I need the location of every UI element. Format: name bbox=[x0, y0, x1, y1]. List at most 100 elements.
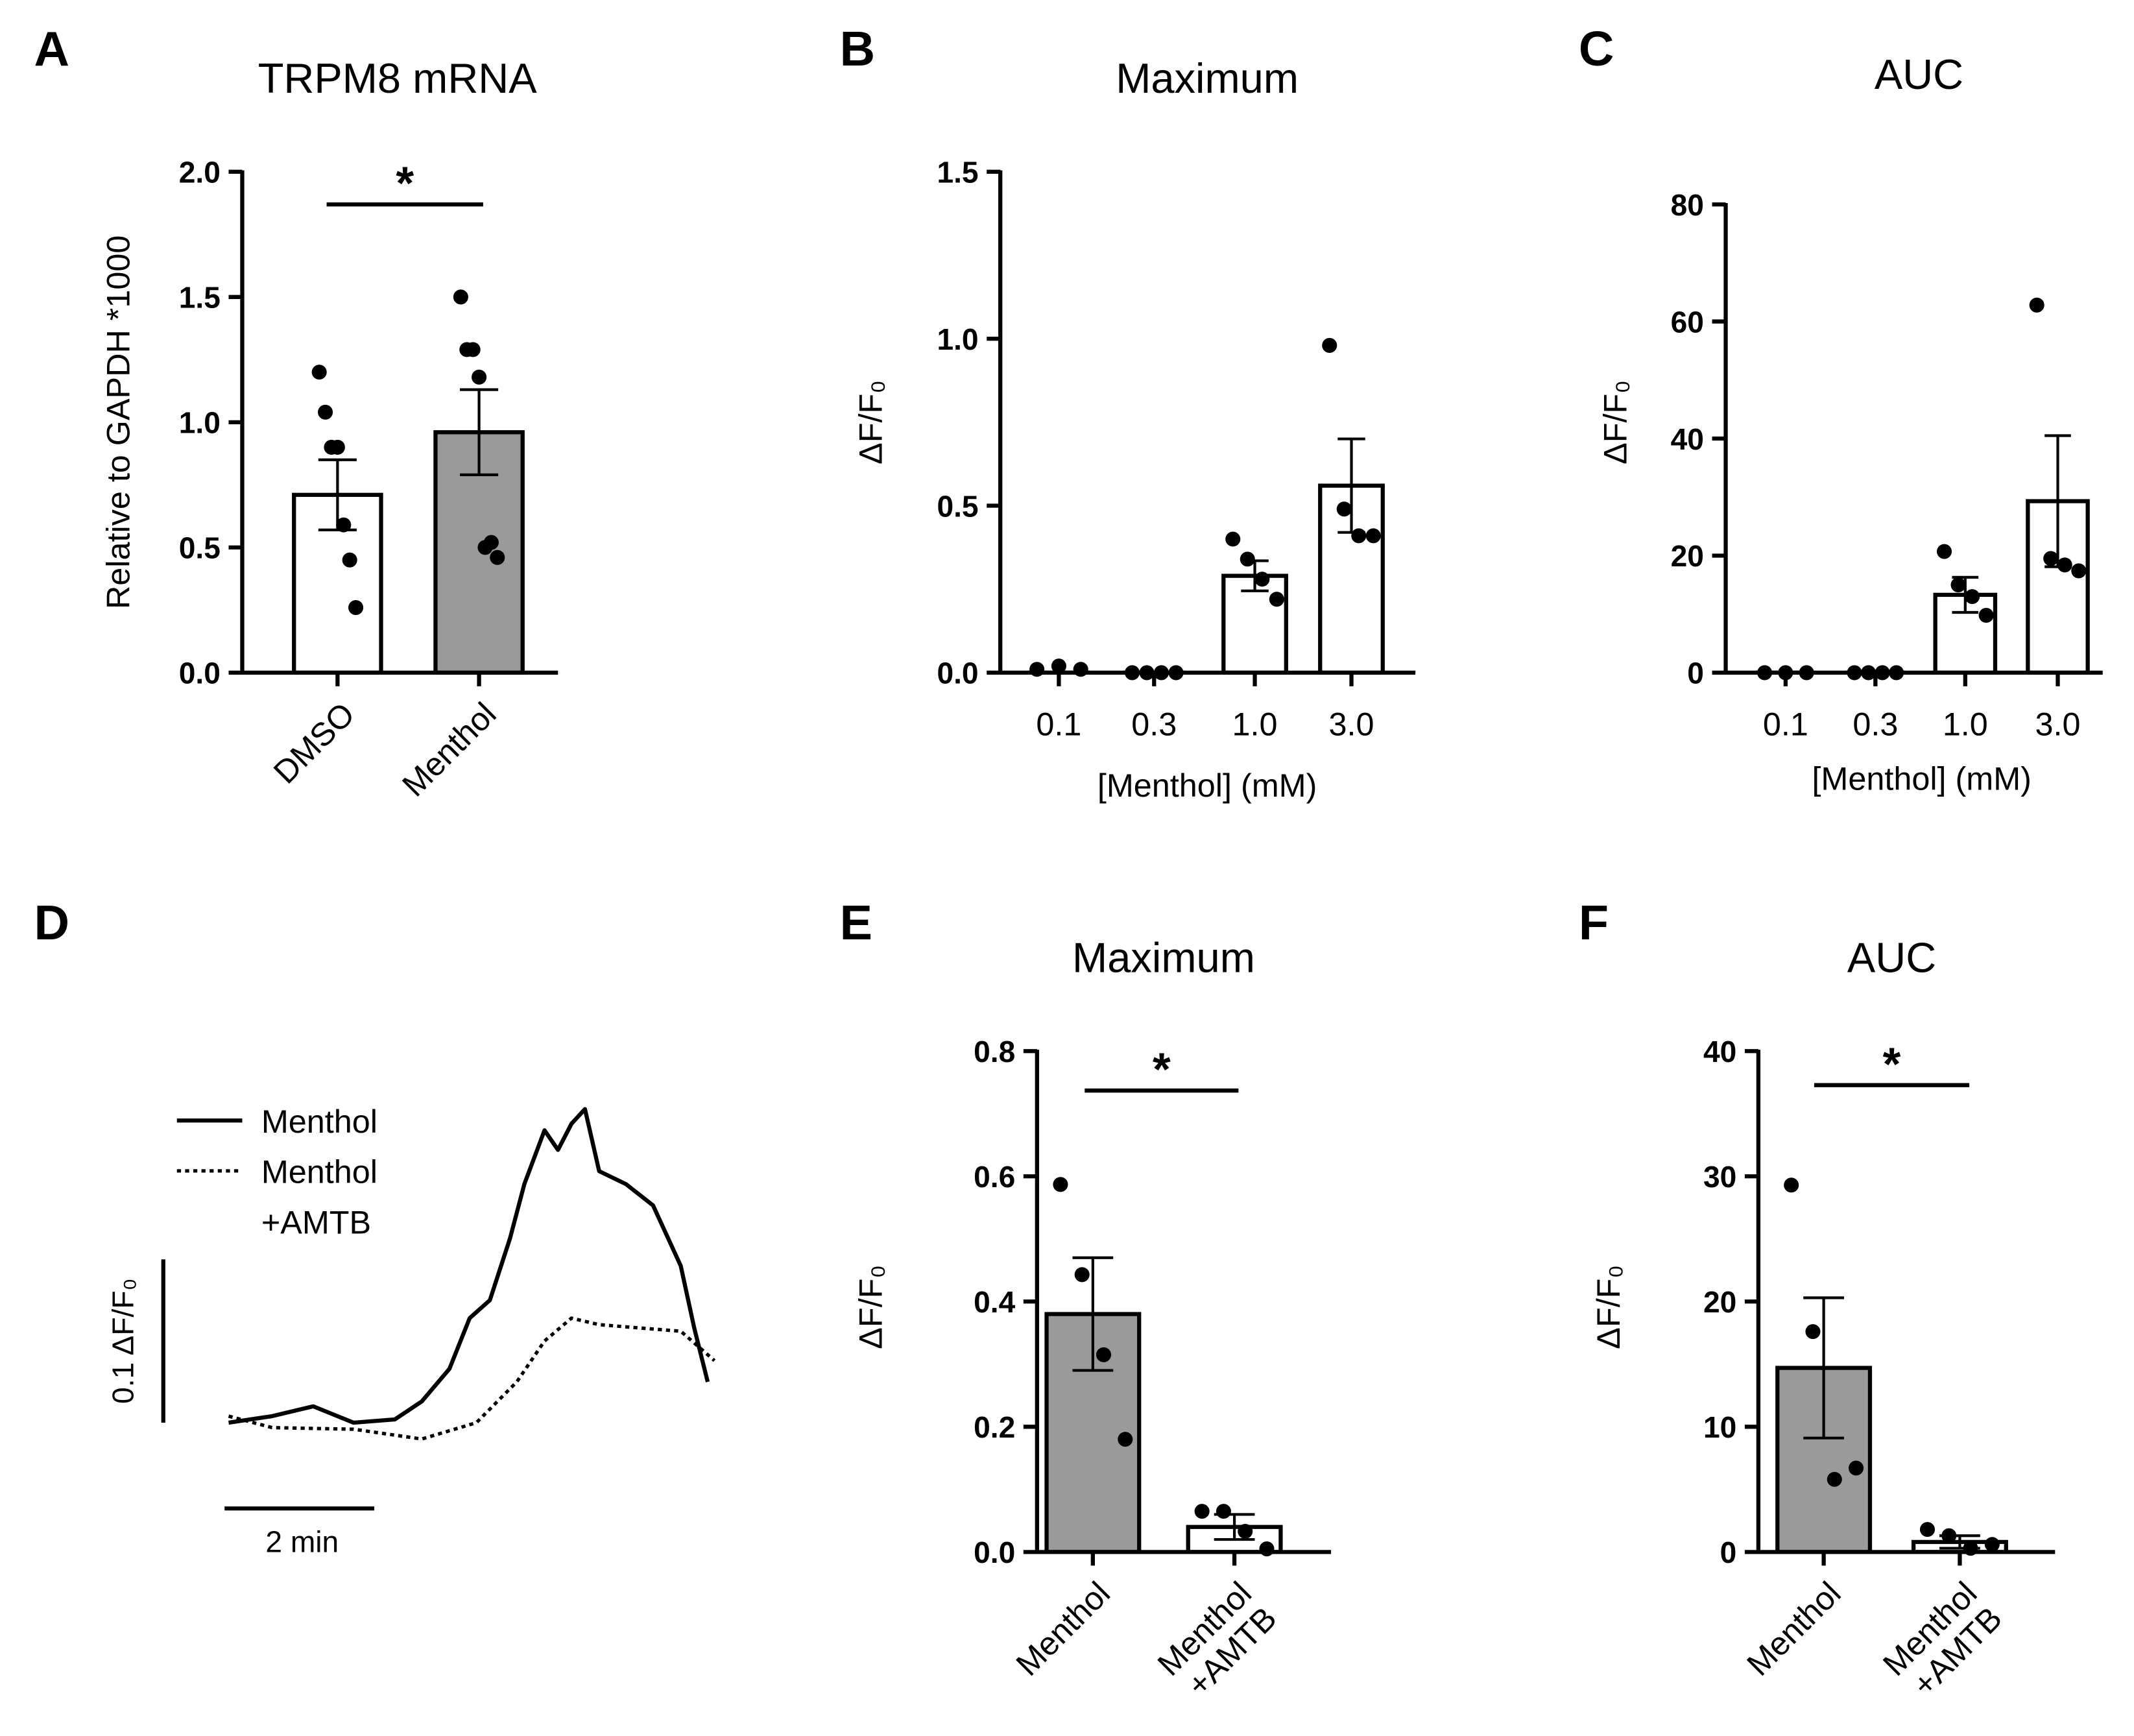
panel-title: TRPM8 mRNA bbox=[258, 54, 538, 102]
y-tick-label: 0.5 bbox=[937, 489, 978, 523]
data-point bbox=[1805, 1324, 1821, 1340]
y-tick-label: 80 bbox=[1671, 188, 1704, 222]
data-point bbox=[1238, 1523, 1253, 1539]
y-tick-label: 0.8 bbox=[974, 1035, 1015, 1068]
y-axis-label: ΔF/F₀ bbox=[852, 1265, 889, 1349]
x-tick-label: Menthol bbox=[1009, 1574, 1117, 1683]
data-point bbox=[1936, 544, 1952, 559]
y-tick-label: 20 bbox=[1671, 539, 1704, 573]
legend-label: +AMTB bbox=[261, 1203, 371, 1240]
y-tick-label: 1.5 bbox=[937, 156, 978, 189]
data-point bbox=[490, 549, 505, 565]
data-point bbox=[1827, 1471, 1842, 1487]
data-point bbox=[1984, 1537, 2000, 1552]
panel-title: Maximum bbox=[1116, 54, 1299, 102]
data-point bbox=[1322, 337, 1337, 353]
y-tick-label: 30 bbox=[1703, 1160, 1736, 1194]
data-point bbox=[1269, 592, 1284, 607]
y-axis-label: ΔF/F₀ bbox=[1590, 1265, 1627, 1349]
y-tick-label: 0 bbox=[1687, 657, 1704, 690]
panel-title: AUC bbox=[1847, 934, 1936, 982]
data-point bbox=[465, 342, 481, 357]
panel-letter: E bbox=[840, 896, 872, 950]
y-tick-label: 10 bbox=[1703, 1410, 1736, 1444]
data-point bbox=[1336, 501, 1352, 517]
x-tick-label: Menthol bbox=[1740, 1574, 1848, 1683]
trace bbox=[228, 1316, 716, 1441]
scale-bar-x-label: 2 min bbox=[265, 1525, 339, 1558]
y-tick-label: 2.0 bbox=[179, 156, 221, 189]
data-point bbox=[348, 599, 364, 616]
y-tick-label: 1.5 bbox=[179, 281, 221, 315]
x-axis-label: [Menthol] (mM) bbox=[1097, 767, 1317, 804]
panel-letter: C bbox=[1579, 22, 1614, 77]
y-tick-label: 60 bbox=[1671, 305, 1704, 339]
data-point bbox=[1254, 572, 1270, 587]
y-axis-label: ΔF/F₀ bbox=[852, 380, 889, 464]
data-point bbox=[311, 365, 327, 380]
panel-letter: B bbox=[840, 22, 876, 77]
data-point bbox=[1365, 528, 1381, 544]
x-tick-label: DMSO bbox=[266, 695, 361, 791]
data-point bbox=[2043, 551, 2059, 566]
x-axis-label: [Menthol] (mM) bbox=[1812, 760, 2031, 797]
data-point bbox=[1784, 1177, 1799, 1193]
significance-mark: * bbox=[1883, 1038, 1901, 1090]
data-point bbox=[1351, 528, 1367, 544]
x-tick-label: 0.3 bbox=[1852, 705, 1898, 742]
trace bbox=[228, 1107, 710, 1425]
x-tick-label: 3.0 bbox=[2035, 705, 2081, 742]
data-point bbox=[453, 289, 468, 305]
data-point bbox=[330, 439, 345, 455]
data-point bbox=[472, 369, 487, 385]
x-tick-label: 0.3 bbox=[1131, 705, 1177, 742]
panel-letter: A bbox=[34, 22, 69, 77]
data-point bbox=[318, 404, 333, 420]
x-tick-label: 3.0 bbox=[1329, 705, 1374, 742]
data-point bbox=[1240, 551, 1255, 567]
x-tick-label: 0.1 bbox=[1036, 705, 1081, 742]
data-point bbox=[342, 552, 357, 568]
data-point bbox=[1225, 531, 1241, 547]
data-point bbox=[483, 535, 499, 550]
y-tick-label: 0.0 bbox=[179, 657, 221, 690]
y-axis-label: Relative to GAPDH *1000 bbox=[99, 235, 136, 609]
y-tick-label: 0 bbox=[1720, 1536, 1737, 1569]
y-tick-label: 20 bbox=[1703, 1285, 1736, 1319]
data-point bbox=[1978, 607, 1994, 623]
y-tick-label: 0.4 bbox=[974, 1285, 1015, 1319]
data-point bbox=[2071, 563, 2087, 579]
y-tick-label: 1.0 bbox=[937, 322, 978, 356]
x-tick-label: 1.0 bbox=[1232, 705, 1278, 742]
y-tick-label: 1.0 bbox=[179, 406, 221, 440]
y-tick-label: 0.6 bbox=[974, 1160, 1015, 1194]
panel-letter: F bbox=[1579, 896, 1609, 950]
significance-mark: * bbox=[396, 158, 414, 210]
data-point bbox=[1259, 1541, 1275, 1557]
panel-title: AUC bbox=[1875, 51, 1963, 98]
data-point bbox=[1118, 1432, 1133, 1447]
data-point bbox=[336, 517, 352, 533]
data-point bbox=[1941, 1528, 1957, 1543]
scale-bar-y-label: 0.1 ΔF/F₀ bbox=[106, 1278, 140, 1404]
data-point bbox=[1074, 1267, 1090, 1283]
data-point bbox=[1965, 589, 1980, 605]
y-tick-label: 0.2 bbox=[974, 1410, 1015, 1444]
y-axis-label: ΔF/F₀ bbox=[1596, 380, 1633, 464]
significance-mark: * bbox=[1153, 1044, 1171, 1096]
data-point bbox=[2057, 557, 2072, 573]
data-point bbox=[1950, 577, 1966, 593]
data-point bbox=[2029, 297, 2044, 313]
y-tick-label: 40 bbox=[1703, 1035, 1736, 1068]
y-tick-label: 0.0 bbox=[937, 657, 978, 690]
y-tick-label: 0.0 bbox=[974, 1536, 1015, 1569]
data-point bbox=[1053, 1177, 1068, 1192]
data-point bbox=[1194, 1504, 1210, 1519]
data-point bbox=[1096, 1347, 1112, 1362]
x-tick-label: 0.1 bbox=[1763, 705, 1808, 742]
data-point bbox=[1216, 1504, 1231, 1519]
panel-letter: D bbox=[34, 896, 69, 950]
y-tick-label: 0.5 bbox=[179, 531, 221, 565]
x-tick-label: 1.0 bbox=[1943, 705, 1988, 742]
